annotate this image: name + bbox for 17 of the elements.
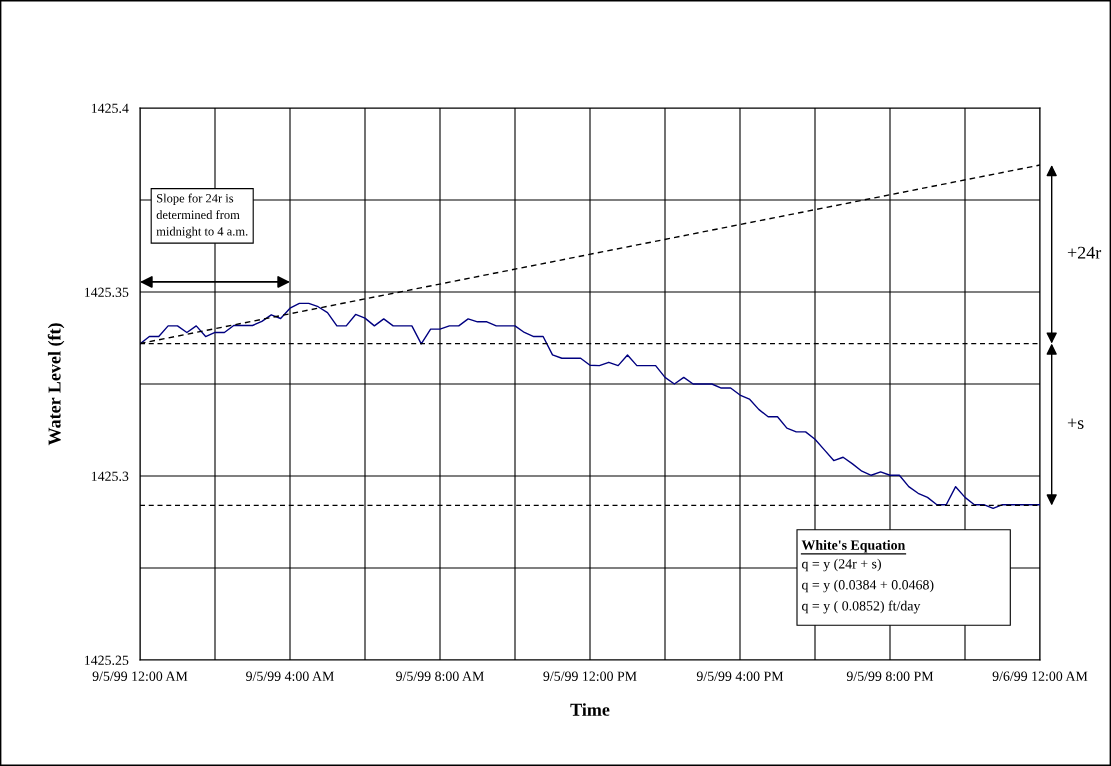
x-axis-title: Time [570, 703, 610, 716]
y-axis-title: Water Level (ft) [47, 323, 65, 446]
text: +s [1067, 418, 1084, 429]
x-tick-label: 9/5/99 4:00 PM [696, 671, 784, 681]
y-tick-label: 1425.25 [84, 655, 129, 666]
y-tick-label: 1425.3 [91, 471, 129, 482]
x-tick-label: 9/5/99 8:00 PM [846, 671, 934, 681]
y-tick-label: 1425.4 [91, 103, 129, 114]
x-tick-label: 9/5/99 4:00 AM [246, 671, 334, 681]
x-tick-label: 9/5/99 8:00 AM [396, 671, 484, 681]
x-tick-label: 9/6/99 12:00 AM [992, 671, 1088, 681]
x-tick-label: 9/5/99 12:00 AM [92, 671, 188, 681]
annotation: White's Equation q = y (24r + s) q = y (0.0384 + 0.0468) q = y ( 0.0852) ft/day [801, 539, 934, 614]
text: +24r [1067, 246, 1102, 259]
annotation: Slope for 24r is determined from midnight to 4 a.m. [156, 193, 248, 239]
x-tick-label: 9/5/99 12:00 PM [543, 671, 637, 681]
y-tick-label: 1425.35 [84, 287, 129, 298]
